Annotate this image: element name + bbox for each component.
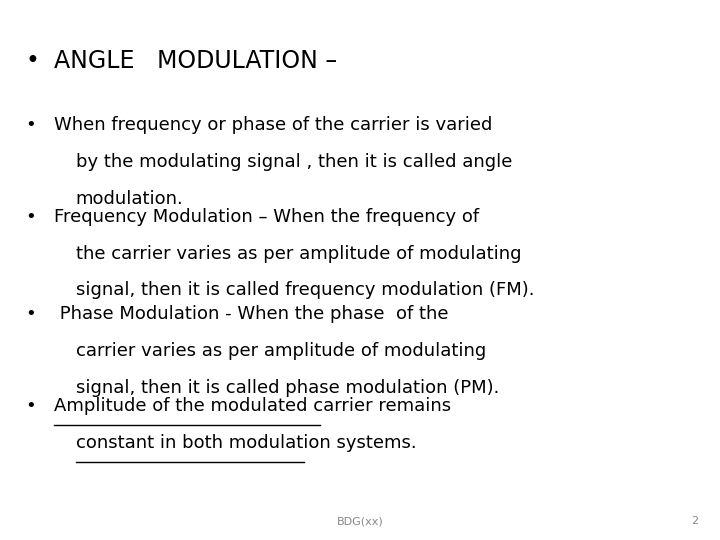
Text: signal, then it is called frequency modulation (FM).: signal, then it is called frequency modu… [76, 281, 534, 299]
Text: by the modulating signal , then it is called angle: by the modulating signal , then it is ca… [76, 153, 512, 171]
Text: When frequency or phase of the carrier is varied: When frequency or phase of the carrier i… [54, 116, 492, 134]
Text: Phase Modulation - When the phase  of the: Phase Modulation - When the phase of the [54, 305, 449, 323]
Text: ANGLE   MODULATION –: ANGLE MODULATION – [54, 49, 337, 72]
Text: •: • [25, 397, 36, 415]
Text: modulation.: modulation. [76, 190, 184, 207]
Text: 2: 2 [691, 516, 698, 526]
Text: Frequency Modulation – When the frequency of: Frequency Modulation – When the frequenc… [54, 208, 479, 226]
Text: Amplitude of the modulated carrier remains: Amplitude of the modulated carrier remai… [54, 397, 451, 415]
Text: signal, then it is called phase modulation (PM).: signal, then it is called phase modulati… [76, 379, 499, 396]
Text: carrier varies as per amplitude of modulating: carrier varies as per amplitude of modul… [76, 342, 486, 360]
Text: the carrier varies as per amplitude of modulating: the carrier varies as per amplitude of m… [76, 245, 521, 262]
Text: constant in both modulation systems.: constant in both modulation systems. [76, 434, 416, 451]
Text: •: • [25, 305, 36, 323]
Text: •: • [25, 49, 39, 72]
Text: BDG(xx): BDG(xx) [337, 516, 383, 526]
Text: •: • [25, 208, 36, 226]
Text: •: • [25, 116, 36, 134]
